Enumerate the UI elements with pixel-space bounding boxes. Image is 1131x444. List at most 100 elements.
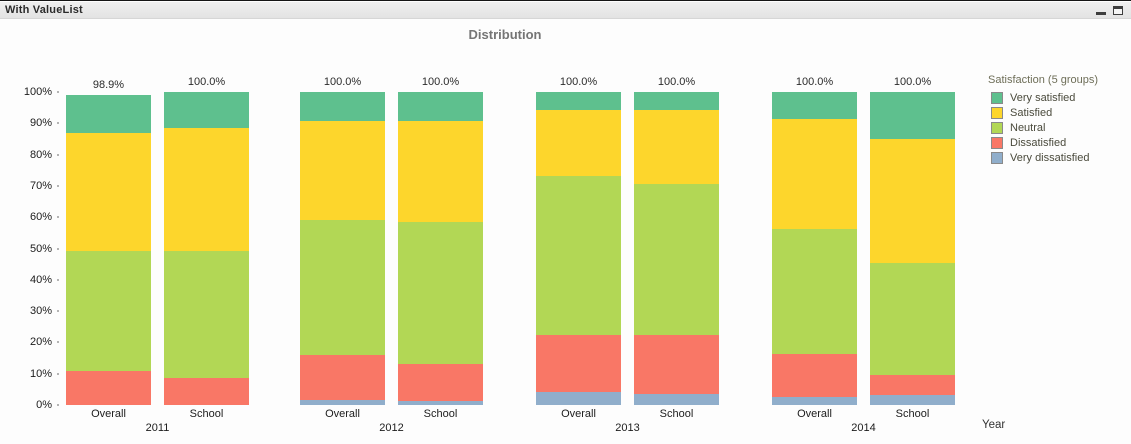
legend-item-very_dissatisfied[interactable]: Very dissatisfied — [988, 150, 1128, 165]
stacked-bar-2013-overall: 100.0% Overall — [536, 76, 621, 420]
bar-segment-neutral[interactable] — [164, 251, 249, 379]
bar-segment-very_satisfied[interactable] — [870, 92, 955, 139]
bar-group-2012: 100.0% Overall 100.0% School 2012 — [300, 76, 483, 434]
plot-area: 98.9% Overall 100.0% School 2011 100.0% Overal… — [62, 76, 965, 434]
x-tick-label: School — [189, 408, 224, 420]
bar-segment-very_dissatisfied[interactable] — [634, 393, 719, 405]
window-controls — [1096, 5, 1126, 15]
bar-segment-very_satisfied[interactable] — [300, 92, 385, 122]
bar-segment-dissatisfied[interactable] — [870, 375, 955, 396]
legend: Satisfaction (5 groups) Very satisfied Sa… — [988, 74, 1128, 165]
x-tick-label: Overall — [797, 408, 832, 420]
y-tick-label: 40% — [29, 273, 52, 286]
bar-segment-satisfied[interactable] — [772, 118, 857, 229]
bar-segment-satisfied[interactable] — [870, 138, 955, 264]
bar-segment-neutral[interactable] — [870, 263, 955, 376]
window-titlebar[interactable]: With ValueList — [0, 2, 1131, 19]
bar-segment-satisfied[interactable] — [300, 121, 385, 221]
chart-title: Distribution — [468, 27, 542, 42]
bar-segment-very_satisfied[interactable] — [66, 95, 151, 133]
legend-item-satisfied[interactable]: Satisfied — [988, 105, 1128, 120]
legend-swatch-icon — [991, 121, 1003, 134]
bar-segment-dissatisfied[interactable] — [300, 354, 385, 401]
stacked-bar-2013-school: 100.0% School — [634, 76, 719, 420]
bar-segment-very_satisfied[interactable] — [536, 92, 621, 110]
bar-segment-very_satisfied[interactable] — [634, 92, 719, 111]
stacked-bar-2011-overall: 98.9% Overall — [66, 79, 151, 420]
bar-segment-dissatisfied[interactable] — [164, 378, 249, 405]
bar-segment-neutral[interactable] — [300, 220, 385, 355]
bar-segment-neutral[interactable] — [772, 228, 857, 354]
bar-segment-satisfied[interactable] — [66, 132, 151, 252]
bar-total-label: 100.0% — [559, 76, 598, 88]
bar-segment-very_dissatisfied[interactable] — [772, 396, 857, 405]
x-group-label: 2014 — [851, 422, 876, 434]
bar-segment-neutral[interactable] — [536, 176, 621, 336]
bar-segment-very_satisfied[interactable] — [164, 92, 249, 128]
bar-segment-very_satisfied[interactable] — [398, 92, 483, 122]
stacked-bar-2012-overall: 100.0% Overall — [300, 76, 385, 420]
y-tick-mark — [57, 310, 59, 313]
y-tick-label: 20% — [29, 336, 52, 349]
x-tick-label: School — [895, 408, 930, 420]
bar-segment-very_dissatisfied[interactable] — [870, 395, 955, 405]
legend-label: Very satisfied — [1010, 91, 1076, 104]
bar-segment-satisfied[interactable] — [536, 109, 621, 177]
x-group-label: 2013 — [615, 422, 640, 434]
bar-segment-very_dissatisfied[interactable] — [300, 400, 385, 405]
y-tick-label: 60% — [29, 211, 52, 224]
legend-label: Very dissatisfied — [1010, 151, 1090, 164]
bar-group-2014: 100.0% Overall 100.0% School 2014 — [772, 76, 955, 434]
bar-segment-dissatisfied[interactable] — [634, 334, 719, 394]
bar-total-label: 98.9% — [92, 79, 125, 92]
y-tick-mark — [57, 341, 59, 344]
bar-total-label: 100.0% — [795, 76, 834, 88]
bar-group-2013: 100.0% Overall 100.0% School 2013 — [536, 76, 719, 434]
bar-segment-neutral[interactable] — [634, 184, 719, 335]
bar-segment-dissatisfied[interactable] — [536, 335, 621, 392]
x-tick-label: School — [423, 408, 458, 420]
bar-segment-very_dissatisfied[interactable] — [536, 391, 621, 405]
bar-segment-dissatisfied[interactable] — [66, 371, 151, 405]
y-tick-label: 70% — [29, 179, 52, 192]
y-tick-mark — [57, 153, 59, 156]
bar-segment-dissatisfied[interactable] — [772, 353, 857, 397]
bar-segment-neutral[interactable] — [398, 222, 483, 364]
bar-segment-very_satisfied[interactable] — [772, 92, 857, 119]
maximize-icon[interactable] — [1113, 5, 1123, 15]
stacked-bar-2014-overall: 100.0% Overall — [772, 76, 857, 420]
window-title: With ValueList — [5, 4, 83, 16]
bar-total-label: 100.0% — [187, 76, 226, 88]
bar-segment-satisfied[interactable] — [164, 128, 249, 252]
stacked-bar-2011-school: 100.0% School — [164, 76, 249, 420]
legend-swatch-icon — [991, 106, 1003, 119]
legend-swatch-icon — [991, 136, 1003, 149]
y-tick-mark — [57, 216, 59, 219]
x-tick-label: School — [659, 408, 694, 420]
bar-group-2011: 98.9% Overall 100.0% School 2011 — [66, 76, 249, 434]
bar-total-label: 100.0% — [893, 76, 932, 88]
legend-item-dissatisfied[interactable]: Dissatisfied — [988, 135, 1128, 150]
bar-total-label: 100.0% — [323, 76, 362, 88]
bar-segment-satisfied[interactable] — [634, 110, 719, 185]
stacked-bar-2014-school: 100.0% School — [870, 76, 955, 420]
y-tick-mark — [57, 184, 59, 187]
legend-label: Neutral — [1010, 121, 1046, 134]
minimize-icon[interactable] — [1096, 11, 1106, 15]
legend-item-neutral[interactable]: Neutral — [988, 120, 1128, 135]
x-group-label: 2012 — [379, 422, 404, 434]
y-tick-mark — [57, 404, 59, 406]
bar-segment-dissatisfied[interactable] — [398, 364, 483, 402]
x-tick-label: Overall — [91, 408, 126, 420]
bar-segment-neutral[interactable] — [66, 251, 151, 372]
bar-segment-satisfied[interactable] — [398, 121, 483, 223]
legend-item-very_satisfied[interactable]: Very satisfied — [988, 90, 1128, 105]
y-tick-label: 10% — [29, 367, 52, 380]
bar-segment-very_dissatisfied[interactable] — [398, 401, 483, 405]
stacked-bar-2012-school: 100.0% School — [398, 76, 483, 420]
x-tick-label: Overall — [561, 408, 596, 420]
bar-total-label: 100.0% — [657, 76, 696, 88]
y-tick-label: 30% — [29, 305, 52, 318]
y-tick-label: 90% — [29, 117, 52, 130]
